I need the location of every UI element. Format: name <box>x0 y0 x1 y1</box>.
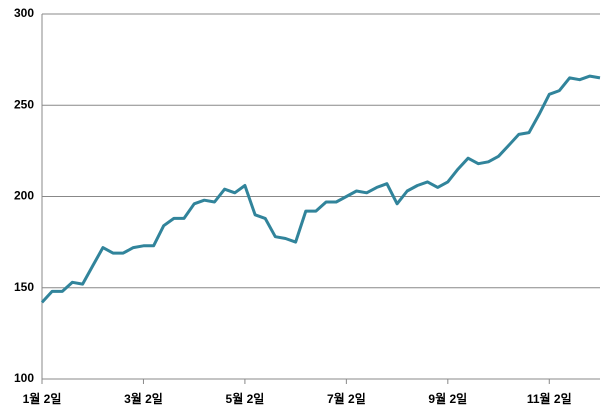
y-tick-label: 300 <box>14 6 34 20</box>
x-tick-label: 7월 2일 <box>327 391 366 406</box>
y-tick-label: 250 <box>14 97 34 111</box>
y-tick-label: 150 <box>14 280 34 294</box>
x-tick-label: 5월 2일 <box>226 391 265 406</box>
y-tick-label: 200 <box>14 189 34 203</box>
x-tick-label: 11월 2일 <box>527 391 572 406</box>
x-tick-label: 9월 2일 <box>428 391 467 406</box>
data-line <box>40 74 601 304</box>
x-tick-label: 3월 2일 <box>124 391 163 406</box>
y-tick-label: 100 <box>14 371 34 385</box>
x-tick-label: 1월 2일 <box>23 391 62 406</box>
